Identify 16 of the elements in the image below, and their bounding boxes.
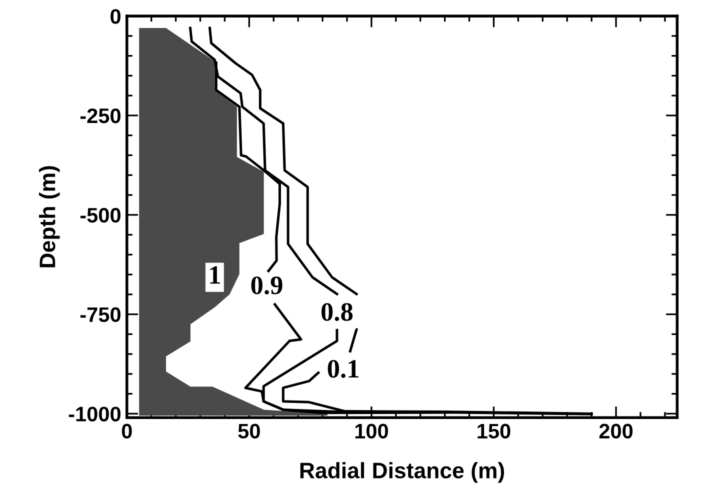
x-axis-title: Radial Distance (m) — [300, 462, 504, 483]
y-tick-label: -250 — [80, 108, 120, 124]
x-tick-label: 50 — [238, 424, 260, 439]
annotation: 0.8 — [321, 303, 353, 322]
annotation: 1 — [210, 266, 220, 284]
annotation: 0.9 — [251, 276, 282, 294]
y-tick-label: -1000 — [68, 406, 120, 422]
x-tick-label: 0 — [122, 424, 132, 439]
x-tick-label: 100 — [355, 424, 388, 439]
y-axis-title: Depth (m) — [39, 166, 60, 268]
x-tick-label: 200 — [599, 424, 633, 439]
x-tick-label: 150 — [478, 424, 510, 439]
y-tick-label: -750 — [80, 307, 120, 322]
y-tick-label: -500 — [80, 208, 120, 223]
y-tick-label: 0 — [110, 9, 120, 24]
annotation: 0.1 — [328, 360, 358, 378]
